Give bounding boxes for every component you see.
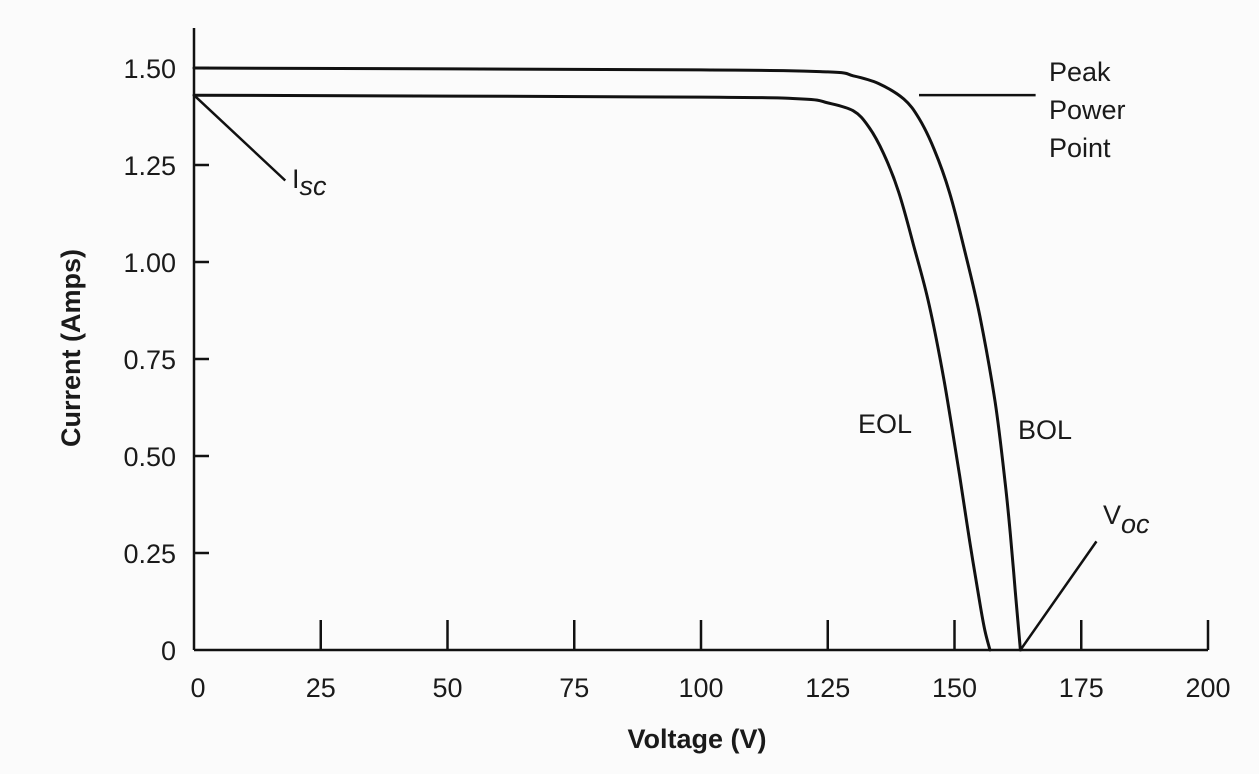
series-line-bol	[192, 66, 1022, 652]
x-tick-label: 75	[559, 673, 589, 703]
x-axis-title: Voltage (V)	[627, 724, 766, 754]
y-tick-label: 0.50	[123, 442, 176, 472]
x-tick-label: 100	[678, 673, 723, 703]
x-tick-label: 0	[190, 673, 205, 703]
y-tick-label: 1.25	[123, 151, 176, 181]
y-tick-label: 0.75	[123, 345, 176, 375]
series-line-eol	[192, 93, 992, 652]
y-tick-label: 1.00	[123, 248, 176, 278]
voc-label-sub: oc	[1121, 509, 1150, 539]
x-tick-label: 50	[432, 673, 462, 703]
isc-leader-line	[193, 94, 287, 182]
x-tick-label: 200	[1185, 673, 1230, 703]
curves	[192, 66, 1022, 652]
annotation-lines	[193, 93, 1098, 651]
x-tick-label: 150	[932, 673, 977, 703]
isc-label-sub: sc	[300, 171, 328, 201]
ticks: 0 25 50 75 100 125 150 175 200 0 0.25 0.50 0.75 1.00 1…	[123, 54, 1230, 703]
peak-label-line1: Peak	[1049, 57, 1111, 87]
bol-label: BOL	[1018, 415, 1072, 445]
voc-label-main: V	[1103, 500, 1121, 530]
x-tick-label: 125	[805, 673, 850, 703]
peak-label-line3: Point	[1049, 133, 1111, 163]
y-tick-label: 1.50	[123, 54, 176, 84]
voc-label: Voc	[1103, 500, 1150, 539]
y-axis-title: Current (Amps)	[56, 249, 86, 447]
y-tick-label: 0.25	[123, 539, 176, 569]
isc-label: Isc	[292, 164, 327, 201]
voc-leader-line	[1019, 540, 1098, 651]
eol-label: EOL	[858, 409, 912, 439]
x-tick-label: 25	[306, 673, 336, 703]
y-tick-label: 0	[161, 636, 176, 666]
peak-label-line2: Power	[1049, 95, 1126, 125]
x-tick-label: 175	[1059, 673, 1104, 703]
isc-label-main: I	[292, 164, 300, 194]
